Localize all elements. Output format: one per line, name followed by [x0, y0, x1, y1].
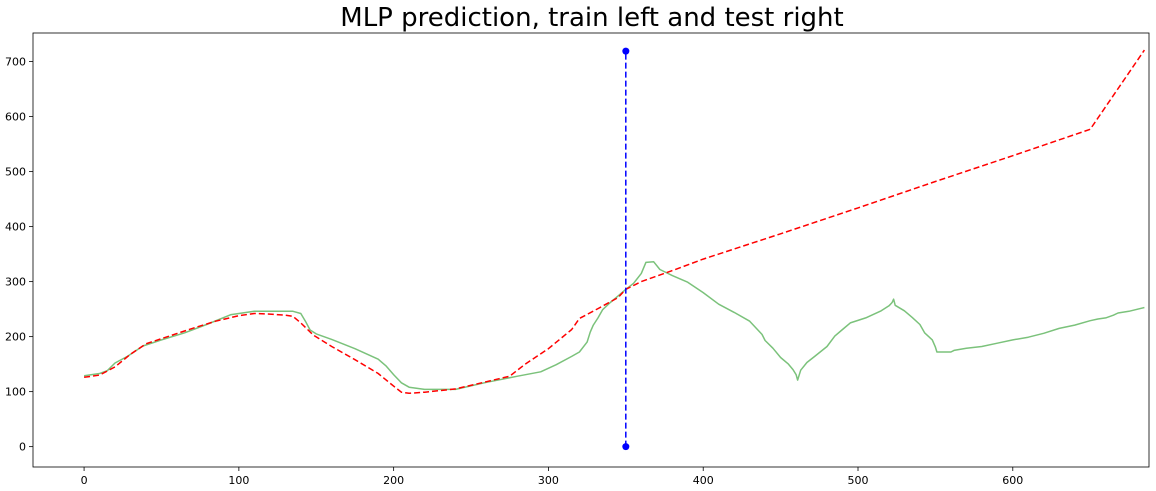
x-tick-label: 500	[848, 474, 869, 487]
x-tick-label: 200	[383, 474, 404, 487]
x-tick-label: 600	[1002, 474, 1023, 487]
y-tick-label: 0	[19, 441, 26, 454]
y-tick-label: 600	[5, 111, 26, 124]
x-tick-label: 0	[81, 474, 88, 487]
chart-title: MLP prediction, train left and test righ…	[340, 3, 843, 33]
series-line-predicted	[83, 49, 1146, 395]
y-tick-label: 700	[5, 56, 26, 69]
x-tick-label: 300	[538, 474, 559, 487]
split-marker	[622, 443, 630, 451]
y-tick-label: 300	[5, 276, 26, 289]
split-marker	[622, 47, 630, 55]
y-tick-label: 500	[5, 166, 26, 179]
y-tick-label: 100	[5, 386, 26, 399]
series-layer	[83, 47, 1146, 451]
y-tick-label: 200	[5, 331, 26, 344]
plot-area	[32, 32, 1150, 468]
y-axis: 0 100 200 300 400 500 600 700	[5, 56, 33, 454]
x-tick-label: 400	[693, 474, 714, 487]
y-tick-label: 400	[5, 221, 26, 234]
x-axis: 0 100 200 300 400 500 600	[81, 467, 1023, 487]
x-tick-label: 100	[228, 474, 249, 487]
series-line-actual	[83, 261, 1145, 391]
